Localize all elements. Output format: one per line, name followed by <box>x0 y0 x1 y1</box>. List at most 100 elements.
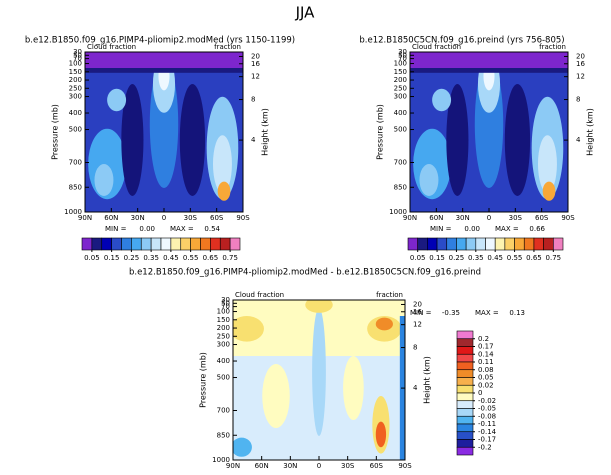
x-tick-label: 90N <box>403 214 417 222</box>
x-tick-label: 30S <box>341 462 355 470</box>
colorbar-box <box>456 361 474 371</box>
left-string: Cloud fraction <box>412 43 461 51</box>
x-tick-label: 60N <box>429 214 443 222</box>
contour-fill <box>542 181 556 201</box>
colorbar-box <box>456 338 474 347</box>
colorbar-label: 0.2 <box>478 335 489 343</box>
contour-fill <box>233 437 252 457</box>
x-tick-label: 90S <box>561 214 575 222</box>
max-label: MAX = <box>170 225 194 233</box>
colorbar-box <box>200 237 211 251</box>
colorbar-label: 0.17 <box>478 343 494 351</box>
colorbar-label: 0.65 <box>526 254 542 262</box>
colorbar-box <box>170 237 182 251</box>
colorbar-box <box>504 237 515 251</box>
contour-fill <box>85 52 243 68</box>
contour-fill <box>107 88 127 112</box>
colorbar-box <box>523 237 535 251</box>
contour-fill <box>537 135 557 193</box>
colorbar-label: -0.05 <box>478 405 496 413</box>
right-string: fraction <box>539 43 566 51</box>
x-tick-label: 0 <box>487 214 491 222</box>
y-tick-label: 50 <box>73 51 82 59</box>
max-label: MAX = <box>495 225 519 233</box>
colorbar-label: 0.45 <box>487 254 503 262</box>
y-tick-label: 300 <box>217 341 230 349</box>
colorbar-label: -0.02 <box>478 397 496 405</box>
y-tick-label: 300 <box>394 93 407 101</box>
contour-field <box>233 300 405 460</box>
x-tick-label: 60S <box>210 214 224 222</box>
colorbar-box <box>150 237 162 251</box>
contour-fill <box>94 164 114 196</box>
y2-tick-label: 12 <box>251 73 260 81</box>
y-tick-label: 30 <box>398 48 407 56</box>
x-tick-label: 30N <box>456 214 470 222</box>
y-tick-label: 400 <box>394 109 407 117</box>
contour-fill <box>410 68 568 73</box>
contour-fill <box>343 356 364 420</box>
y-tick-label: 300 <box>69 93 82 101</box>
x-tick-label: 60S <box>535 214 549 222</box>
y2-tick-label: 12 <box>576 73 585 81</box>
y-tick-label: 70 <box>398 55 407 63</box>
colorbar-box <box>229 237 241 251</box>
y2-tick-label: 20 <box>251 52 260 60</box>
y-tick-label: 250 <box>217 332 230 340</box>
y-tick-label: 200 <box>217 324 230 332</box>
y2-axis-label: Height (km) <box>586 108 595 156</box>
y-tick-label: 850 <box>217 431 230 439</box>
colorbar-box <box>436 237 448 251</box>
contour-field <box>410 52 568 212</box>
contour-fill <box>312 308 326 436</box>
y-tick-label: 200 <box>69 76 82 84</box>
contour-fill <box>432 88 452 112</box>
right-string: fraction <box>376 291 403 299</box>
colorbar-label: 0.65 <box>203 254 219 262</box>
min-label: MIN = <box>105 225 127 233</box>
y2-tick-label: 8 <box>576 96 580 104</box>
colorbar-box <box>131 237 142 251</box>
colorbar-box <box>446 237 457 251</box>
x-tick-label: 60S <box>370 462 384 470</box>
y-tick-label: 50 <box>398 51 407 59</box>
colorbar-box <box>456 237 467 251</box>
y-tick-label: 700 <box>69 159 82 167</box>
panel-title: b.e12.B1850.f09_g16.PIMP4-pliomip2.modMe… <box>25 36 295 46</box>
colorbar-label: 0.25 <box>449 254 465 262</box>
y-tick-label: 500 <box>69 126 82 134</box>
y-axis-label: Pressure (mb) <box>51 104 60 160</box>
x-tick-label: 90S <box>236 214 250 222</box>
colorbar-label: 0.55 <box>183 254 199 262</box>
y-tick-label: 150 <box>69 68 82 76</box>
y2-axis-label: Height (km) <box>423 356 432 404</box>
colorbar-box <box>456 353 474 363</box>
y-tick-label: 30 <box>73 48 82 56</box>
y2-tick-label: 16 <box>413 308 422 316</box>
colorbar-box <box>475 237 486 251</box>
colorbar-box <box>219 237 231 251</box>
contour-fill <box>375 421 387 448</box>
colorbar-label: -0.14 <box>478 428 497 436</box>
colorbar-label: -0.08 <box>478 412 496 420</box>
contour-fill <box>233 316 264 342</box>
colorbar-label: 0.55 <box>507 254 523 262</box>
colorbar-box <box>533 237 544 251</box>
left-string: Cloud fraction <box>87 43 136 51</box>
colorbar-box <box>456 384 474 394</box>
y2-tick-label: 20 <box>576 52 585 60</box>
colorbar-box <box>180 237 191 251</box>
contour-field <box>85 52 243 212</box>
y-tick-label: 100 <box>394 60 407 68</box>
colorbar-box <box>543 237 554 251</box>
colorbar-box <box>553 237 564 251</box>
colorbar-box <box>456 346 474 355</box>
colorbar-label: 0.05 <box>478 374 494 382</box>
y-axis-label: Pressure (mb) <box>376 104 385 160</box>
y-tick-label: 70 <box>221 303 230 311</box>
y-tick-label: 150 <box>394 68 407 76</box>
colorbar-label: 0.25 <box>124 254 140 262</box>
colorbar-box <box>140 237 152 251</box>
colorbar-box <box>456 400 474 409</box>
right-string: fraction <box>214 43 241 51</box>
